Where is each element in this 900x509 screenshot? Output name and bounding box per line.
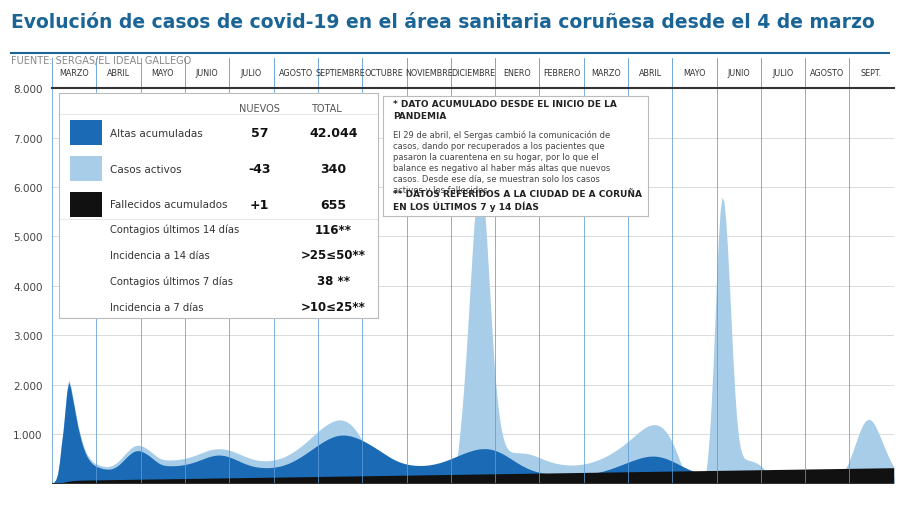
Text: JUNIO: JUNIO [727, 69, 750, 78]
Text: JULIO: JULIO [241, 69, 262, 78]
Text: Casos activos: Casos activos [110, 164, 181, 174]
Text: ** DATOS REFERIDOS A LA CIUDAD DE A CORUÑA
EN LOS ÚLTIMOS 7 y 14 DÍAS: ** DATOS REFERIDOS A LA CIUDAD DE A CORU… [393, 190, 642, 212]
Text: AGOSTO: AGOSTO [810, 69, 844, 78]
Text: ABRIL: ABRIL [638, 69, 662, 78]
Text: -43: -43 [248, 163, 271, 176]
Text: Altas acumuladas: Altas acumuladas [110, 128, 202, 138]
FancyBboxPatch shape [69, 157, 102, 182]
Text: 655: 655 [320, 199, 346, 212]
Text: TOTAL: TOTAL [311, 104, 342, 114]
Text: 116**: 116** [315, 223, 352, 236]
Text: FUENTE: SERGAS/EL IDEAL GALLEGO: FUENTE: SERGAS/EL IDEAL GALLEGO [11, 56, 191, 66]
Text: ABRIL: ABRIL [107, 69, 130, 78]
Text: Evolución de casos de covid-19 en el área sanitaria coruñesa desde el 4 de marzo: Evolución de casos de covid-19 en el áre… [11, 13, 875, 32]
Text: Fallecidos acumulados: Fallecidos acumulados [110, 200, 227, 210]
Text: JUNIO: JUNIO [196, 69, 219, 78]
FancyBboxPatch shape [69, 193, 102, 217]
Text: JULIO: JULIO [772, 69, 794, 78]
Text: 42.044: 42.044 [309, 127, 357, 140]
Text: NUEVOS: NUEVOS [239, 104, 280, 114]
Text: OCTUBRE: OCTUBRE [365, 69, 404, 78]
Text: DICIEMBRE: DICIEMBRE [451, 69, 495, 78]
Text: +1: +1 [250, 199, 269, 212]
Text: 340: 340 [320, 163, 346, 176]
Text: >25≤50**: >25≤50** [301, 249, 365, 262]
Text: MARZO: MARZO [59, 69, 89, 78]
Text: Contagios últimos 7 días: Contagios últimos 7 días [110, 276, 232, 287]
Text: 38 **: 38 ** [317, 275, 350, 288]
Text: NOVIEMBRE: NOVIEMBRE [405, 69, 453, 78]
Text: MAYO: MAYO [152, 69, 175, 78]
Text: SEPT.: SEPT. [861, 69, 882, 78]
Text: MARZO: MARZO [591, 69, 621, 78]
Text: SEPTIEMBRE: SEPTIEMBRE [315, 69, 365, 78]
FancyBboxPatch shape [69, 121, 102, 146]
Text: AGOSTO: AGOSTO [279, 69, 313, 78]
Text: * DATO ACUMULADO DESDE EL INICIO DE LA
PANDEMIA: * DATO ACUMULADO DESDE EL INICIO DE LA P… [393, 100, 617, 120]
Text: ENERO: ENERO [503, 69, 531, 78]
Text: FEBRERO: FEBRERO [543, 69, 580, 78]
Text: Incidencia a 7 días: Incidencia a 7 días [110, 302, 203, 312]
Text: El 29 de abril, el Sergas cambió la comunicación de
casos, dando por recuperados: El 29 de abril, el Sergas cambió la comu… [393, 130, 610, 195]
Text: Contagios últimos 14 días: Contagios últimos 14 días [110, 224, 238, 235]
Text: >10≤25**: >10≤25** [301, 300, 365, 314]
Text: Incidencia a 14 días: Incidencia a 14 días [110, 250, 210, 261]
Text: 57: 57 [251, 127, 268, 140]
Text: MAYO: MAYO [683, 69, 706, 78]
